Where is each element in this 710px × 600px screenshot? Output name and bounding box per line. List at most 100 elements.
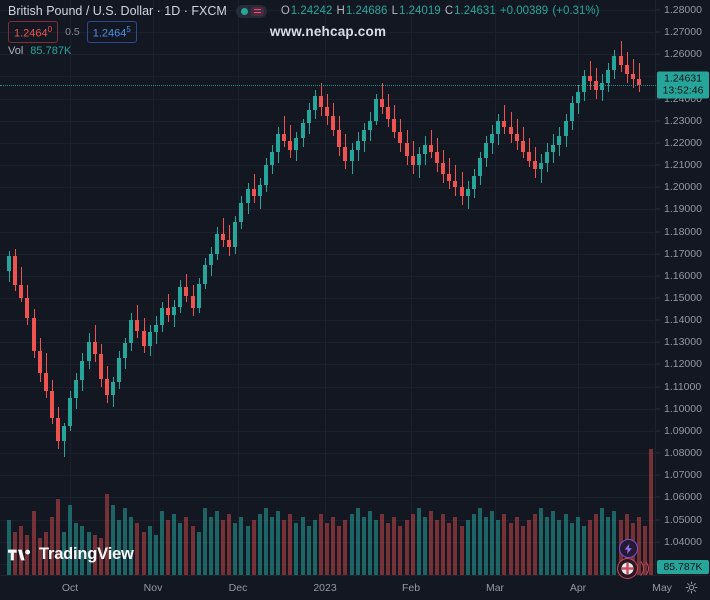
volume-bar bbox=[484, 517, 488, 576]
tradingview-logo[interactable]: TradingView bbox=[8, 545, 134, 564]
volume-bar bbox=[13, 531, 17, 576]
price-label: 1.14000 bbox=[664, 314, 702, 327]
volume-bar bbox=[56, 499, 60, 576]
grid-line-horizontal bbox=[0, 497, 656, 499]
grid-line-vertical bbox=[411, 0, 412, 576]
ohlc-change: +0.00389 bbox=[499, 4, 549, 17]
ohlc-l-value: 1.24019 bbox=[399, 4, 441, 17]
volume-bar bbox=[527, 520, 531, 576]
volume-bar bbox=[392, 517, 396, 576]
volume-legend-row: Vol 85.787K bbox=[8, 44, 600, 59]
volume-bar bbox=[154, 534, 158, 576]
price-scale[interactable]: 1.280001.270001.260001.250001.240001.230… bbox=[655, 0, 710, 576]
grid-line-horizontal bbox=[0, 320, 656, 322]
volume-bar bbox=[178, 522, 182, 576]
price-label: 1.27000 bbox=[664, 26, 702, 39]
grid-line-horizontal bbox=[0, 187, 656, 189]
bid-ask-row: 1.24640 0.5 1.24645 bbox=[8, 21, 600, 43]
price-tick bbox=[656, 363, 660, 365]
quick-trade-button[interactable] bbox=[619, 539, 638, 558]
grid-line-vertical bbox=[578, 0, 579, 576]
volume-bar bbox=[99, 537, 103, 576]
time-label: May bbox=[652, 582, 672, 594]
grid-line-horizontal bbox=[0, 76, 656, 78]
volume-bar bbox=[282, 520, 286, 576]
ohlc-l-label: L bbox=[391, 4, 399, 17]
time-label: Oct bbox=[61, 582, 79, 594]
price-label: 1.16000 bbox=[664, 269, 702, 282]
chart-plot-area[interactable] bbox=[0, 0, 656, 576]
volume-bar bbox=[129, 517, 133, 576]
price-label: 1.17000 bbox=[664, 247, 702, 260]
volume-bar bbox=[496, 520, 500, 576]
ohlc-c-label: C bbox=[444, 4, 454, 17]
ohlc-c-value: 1.24631 bbox=[454, 4, 496, 17]
time-label: 2023 bbox=[313, 582, 337, 594]
grid-line-horizontal bbox=[0, 563, 656, 565]
grid-line-horizontal bbox=[0, 430, 656, 432]
volume-bar bbox=[362, 517, 366, 576]
ohlc-o-value: 1.24242 bbox=[290, 4, 333, 17]
volume-bar bbox=[637, 517, 641, 576]
price-tick bbox=[656, 164, 660, 166]
volume-bar bbox=[545, 517, 549, 576]
bid-price-button[interactable]: 1.24640 bbox=[8, 21, 59, 43]
price-label: 1.21000 bbox=[664, 159, 702, 172]
volume-bar bbox=[50, 517, 54, 576]
price-tick bbox=[656, 474, 660, 476]
alert-wave-2 bbox=[630, 559, 649, 578]
volume-bar bbox=[466, 520, 470, 576]
market-status-badge[interactable] bbox=[235, 4, 267, 18]
current-price-badge[interactable]: 1.24631 13:52:46 bbox=[657, 71, 709, 99]
volume-bar bbox=[203, 508, 207, 576]
price-label: 1.07000 bbox=[664, 469, 702, 482]
volume-bar bbox=[294, 522, 298, 576]
volume-bar bbox=[350, 514, 354, 576]
create-alert-button[interactable] bbox=[617, 558, 638, 579]
volume-bar bbox=[374, 520, 378, 576]
volume-label[interactable]: Vol bbox=[8, 45, 24, 57]
site-watermark: www.nehcap.com bbox=[269, 24, 387, 39]
price-label: 1.19000 bbox=[664, 203, 702, 216]
gear-icon[interactable] bbox=[685, 581, 698, 594]
alert-bell-icon bbox=[621, 562, 634, 575]
volume-bar bbox=[509, 522, 513, 576]
price-label: 1.12000 bbox=[664, 358, 702, 371]
volume-bar bbox=[337, 525, 341, 576]
price-tick bbox=[656, 430, 660, 432]
volume-bar bbox=[38, 537, 42, 576]
lightning-bolt-icon bbox=[624, 543, 632, 554]
time-label: Dec bbox=[228, 582, 248, 594]
tradingview-logo-text: TradingView bbox=[39, 545, 134, 563]
volume-bar bbox=[588, 520, 592, 576]
time-label: Feb bbox=[401, 582, 421, 594]
price-tick bbox=[656, 519, 660, 520]
price-tick bbox=[656, 231, 660, 232]
ask-price-button[interactable]: 1.24645 bbox=[86, 21, 137, 43]
symbol-title[interactable]: British Pound / U.S. Dollar · 1D · FXCM bbox=[8, 3, 227, 18]
grid-line-horizontal bbox=[0, 342, 656, 344]
volume-bar bbox=[368, 511, 372, 576]
grid-line-horizontal bbox=[0, 453, 656, 455]
grid-line-vertical bbox=[238, 0, 239, 576]
volume-bar bbox=[539, 508, 543, 576]
grid-line-horizontal bbox=[0, 297, 656, 299]
volume-bar bbox=[123, 508, 127, 576]
volume-bar bbox=[423, 517, 427, 576]
grid-line-horizontal bbox=[0, 519, 656, 521]
volume-bar bbox=[68, 505, 72, 576]
price-tick bbox=[656, 142, 660, 144]
volume-bar bbox=[221, 520, 225, 576]
volume-bar bbox=[111, 505, 115, 576]
volume-value-badge[interactable]: 85.787K bbox=[657, 560, 709, 574]
time-scale[interactable]: Oct Nov Dec 2023 Feb Mar Apr May bbox=[0, 575, 710, 600]
price-label: 1.18000 bbox=[664, 225, 702, 238]
ohlc-values: O1.24242 H1.24686 L1.24019 C1.24631 +0.0… bbox=[281, 4, 601, 19]
volume-bar bbox=[276, 511, 280, 576]
volume-bar bbox=[233, 522, 237, 576]
price-label: 1.13000 bbox=[664, 336, 702, 349]
volume-bar bbox=[209, 517, 213, 576]
price-tick bbox=[656, 408, 660, 410]
price-tick bbox=[656, 275, 660, 277]
price-label: 1.08000 bbox=[664, 447, 702, 460]
